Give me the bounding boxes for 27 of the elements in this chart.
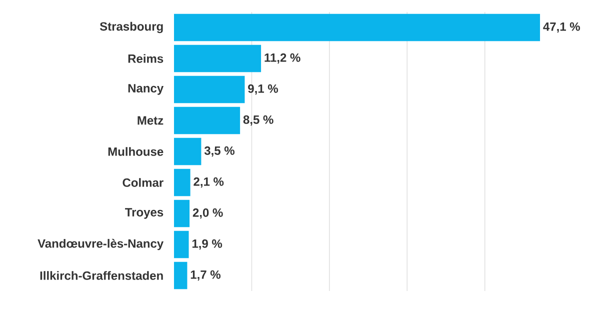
y-tick-label: Nancy [128, 84, 164, 95]
bar [174, 200, 190, 228]
y-tick-label: Troyes [125, 208, 164, 219]
bar [174, 168, 190, 196]
bar [174, 44, 262, 72]
bar [174, 14, 540, 42]
y-tick-label: Mulhouse [108, 147, 164, 156]
data-label: 47,1 % [543, 22, 580, 33]
bar [174, 230, 189, 258]
data-label: 3,5 % [204, 146, 234, 157]
bar [174, 76, 245, 104]
data-label: 1,9 % [192, 239, 222, 250]
bar [174, 138, 202, 166]
y-tick-label: Reims [128, 54, 164, 63]
y-tick-label: Strasbourg [100, 22, 163, 34]
data-label: 1,7 % [190, 270, 220, 281]
y-tick-label: Metz [138, 116, 164, 125]
y-tick-label: Vandœuvre-lès-Nancy [38, 238, 164, 250]
data-label: 2,0 % [192, 208, 223, 219]
data-label: 2,1 % [194, 177, 224, 188]
y-tick-label: Colmar [122, 178, 164, 187]
data-label: 9,1 % [248, 84, 278, 95]
data-label: 8,5 % [243, 115, 274, 126]
bar [174, 106, 240, 134]
y-tick-label: Illkirch-Graffenstaden [40, 271, 163, 280]
data-label: 11,2 % [264, 53, 300, 64]
bar [174, 262, 188, 290]
